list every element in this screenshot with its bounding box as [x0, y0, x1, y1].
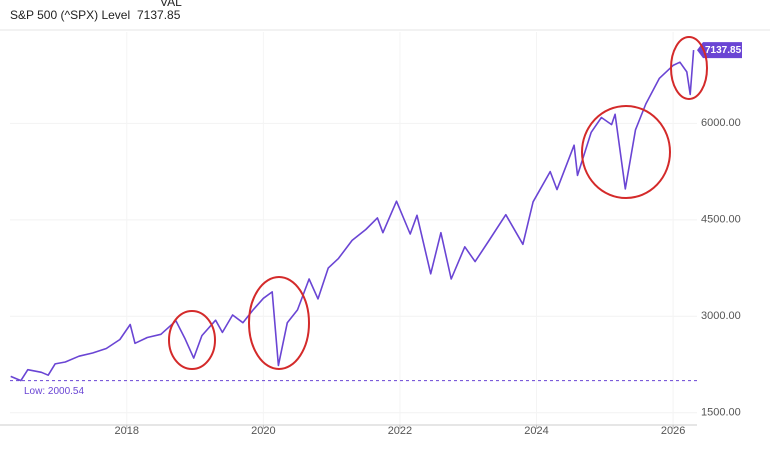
highlight-circle	[670, 36, 708, 100]
value-tag-label: 7137.85	[705, 45, 742, 56]
x-tick-label: 2020	[251, 425, 275, 437]
y-tick-label: 3000.00	[701, 310, 741, 322]
highlight-circle	[248, 276, 310, 370]
y-tick-label: 6000.00	[701, 117, 741, 129]
x-tick-label: 2024	[524, 425, 548, 437]
price-line	[10, 50, 695, 382]
current-value: 7137.85	[137, 8, 181, 22]
series-name: S&P 500 (^SPX) Level	[10, 8, 130, 22]
x-tick-label: 2022	[388, 425, 412, 437]
x-tick-label: 2026	[661, 425, 685, 437]
highlight-circle	[168, 310, 216, 370]
y-tick-label: 4500.00	[701, 214, 741, 226]
highlight-circle	[581, 105, 671, 199]
low-label: Low: 2000.54	[24, 386, 84, 397]
value-header: VAL	[160, 0, 182, 9]
value-tag	[697, 42, 742, 59]
y-tick-label: 1500.00	[701, 407, 741, 419]
x-tick-label: 2018	[115, 425, 139, 437]
plot: 1500.00 3000.00 4500.00 6000.00 2018 2020 2022…	[0, 32, 742, 437]
